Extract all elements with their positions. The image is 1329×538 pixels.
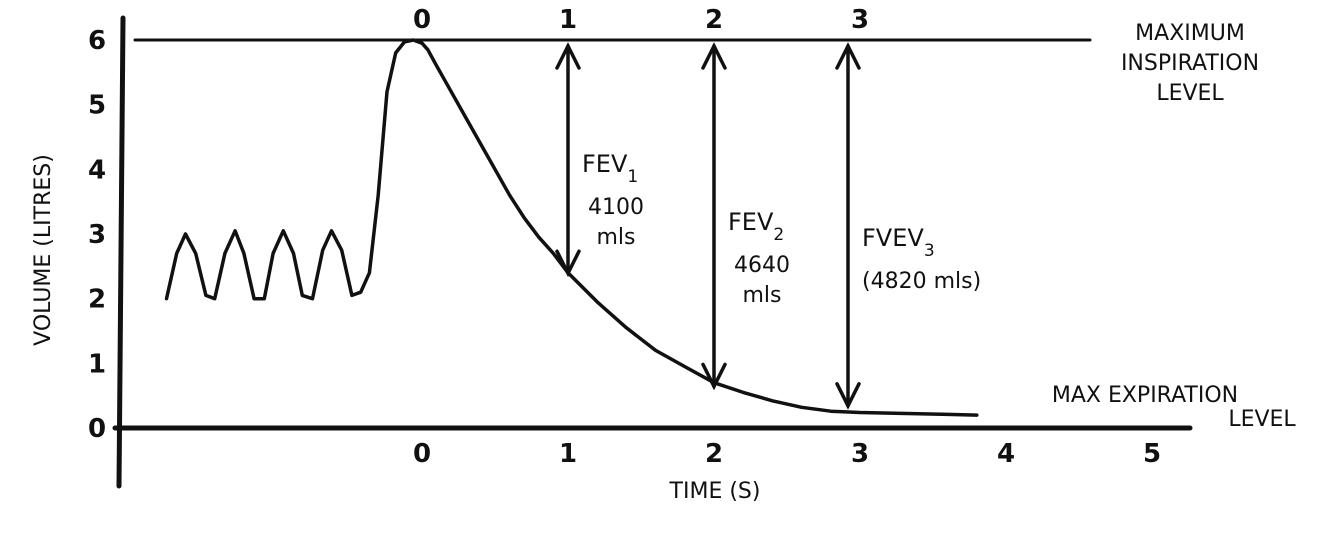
y-axis-label: VOLUME (LITRES) bbox=[31, 154, 56, 346]
x-tick-label-2: 2 bbox=[705, 439, 723, 469]
max-expiration-label-line-2: LEVEL bbox=[1228, 407, 1296, 432]
fev-value-2-line-2: mls bbox=[742, 283, 781, 308]
top-tick-label-3: 3 bbox=[851, 5, 869, 35]
fev-value-1-line-1: 4100 bbox=[588, 195, 644, 220]
fev-arrowhead-top-2 bbox=[701, 42, 727, 70]
y-tick-label-0: 0 bbox=[88, 414, 106, 444]
y-axis-line bbox=[116, 15, 126, 489]
top-tick-labels: 0 1 2 3 bbox=[413, 5, 869, 35]
fev-value-1-line-2: mls bbox=[596, 225, 635, 250]
max-inspiration-label-line-2: INSPIRATION bbox=[1121, 51, 1259, 76]
y-tick-label-5: 5 bbox=[88, 91, 106, 121]
y-tick-label-2: 2 bbox=[88, 285, 106, 315]
top-tick-label-2: 2 bbox=[705, 5, 723, 35]
fev-label-2: FEV2 bbox=[728, 208, 784, 245]
y-tick-label-6: 6 bbox=[88, 26, 106, 56]
max-inspiration-label-line-3: LEVEL bbox=[1156, 81, 1224, 106]
x-tick-label-1: 1 bbox=[559, 439, 577, 469]
top-tick-label-1: 1 bbox=[559, 5, 577, 35]
x-tick-label-0: 0 bbox=[413, 439, 431, 469]
x-tick-labels: 0 1 2 3 4 5 bbox=[413, 439, 1161, 469]
fev-label-subscript-3: 3 bbox=[924, 241, 935, 261]
volume-curve-line bbox=[164, 38, 979, 417]
y-tick-label-1: 1 bbox=[88, 349, 106, 379]
fev-label-subscript-1: 1 bbox=[627, 167, 638, 187]
fev-arrowhead-bottom-2 bbox=[701, 362, 727, 391]
fev-arrowhead-top-1 bbox=[555, 42, 581, 70]
y-tick-labels: 0 1 2 3 4 5 6 bbox=[88, 26, 106, 444]
fev-arrowhead-top-3 bbox=[835, 42, 861, 70]
y-tick-label-3: 3 bbox=[88, 220, 106, 250]
x-tick-label-5: 5 bbox=[1143, 439, 1161, 469]
x-axis-label: TIME (S) bbox=[669, 479, 761, 504]
x-tick-label-4: 4 bbox=[997, 439, 1015, 469]
fev-label-subscript-2: 2 bbox=[773, 225, 784, 245]
top-tick-label-0: 0 bbox=[413, 5, 431, 35]
fev-label-1: FEV1 bbox=[582, 150, 638, 187]
axes bbox=[112, 15, 1193, 489]
fev-label-3: FVEV3 bbox=[862, 224, 935, 261]
fev-arrowhead-bottom-1 bbox=[555, 249, 581, 278]
fev-arrows: FEV1 4100 mls FEV2 4640 mls FVEV3 (4820 mls) bbox=[555, 42, 981, 410]
y-tick-label-4: 4 bbox=[88, 155, 106, 185]
fev-arrowhead-bottom-3 bbox=[835, 382, 861, 410]
fev-value-2-line-1: 4640 bbox=[734, 253, 790, 278]
max-expiration-label-line-1: MAX EXPIRATION bbox=[1052, 383, 1238, 408]
fev-value-3-line-1: (4820 mls) bbox=[862, 269, 981, 294]
series-group bbox=[164, 38, 979, 417]
max-inspiration-label-line-1: MAXIMUM bbox=[1135, 21, 1245, 46]
x-tick-label-3: 3 bbox=[851, 439, 869, 469]
